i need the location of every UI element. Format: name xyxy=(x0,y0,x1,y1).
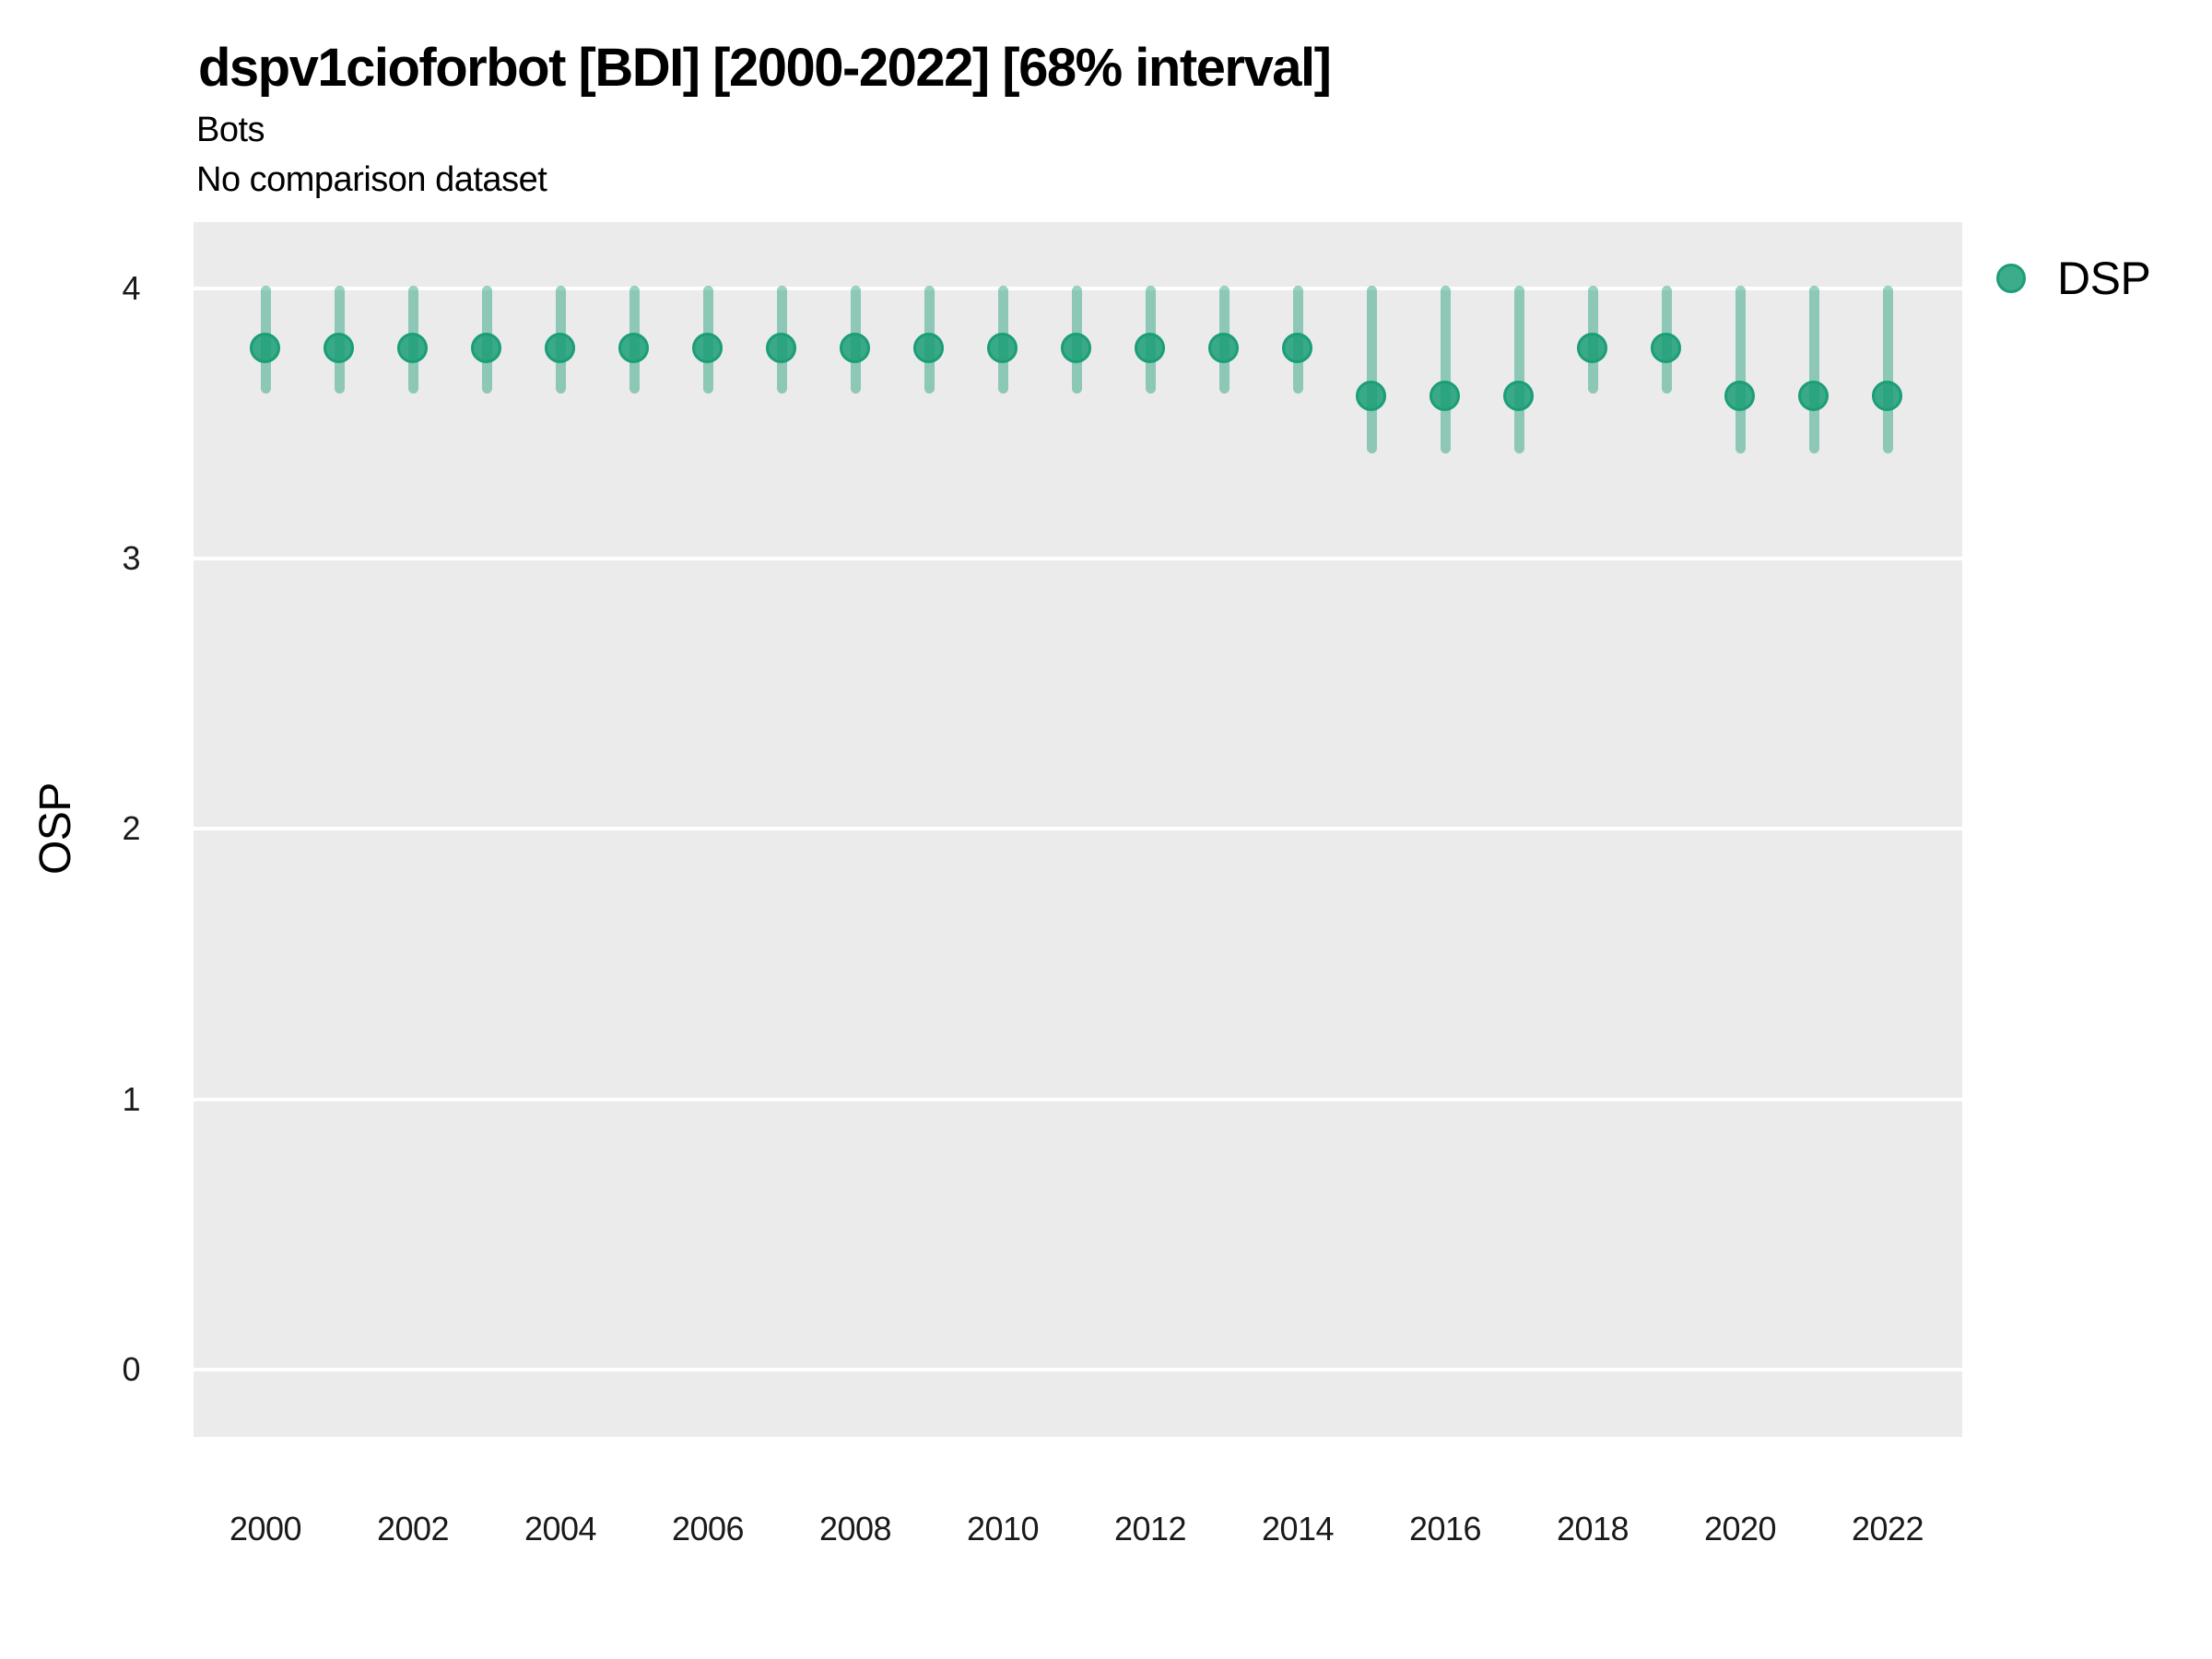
point-2017 xyxy=(1503,381,1534,412)
point-2003 xyxy=(471,332,501,363)
x-tick-label-2018: 2018 xyxy=(1556,1510,1630,1547)
point-2022 xyxy=(1872,381,1902,412)
point-2007 xyxy=(766,332,796,363)
point-2000 xyxy=(250,332,280,363)
point-2012 xyxy=(1135,332,1165,363)
point-2002 xyxy=(397,332,428,363)
chart-title: dspv1cioforbot [BDI] [2000-2022] [68% in… xyxy=(198,38,1332,98)
x-tick-label-2012: 2012 xyxy=(1113,1510,1187,1547)
y-tick-label-0: 0 xyxy=(122,1349,140,1388)
point-2005 xyxy=(618,332,649,363)
x-tick-label-2008: 2008 xyxy=(818,1510,892,1547)
y-tick-label-1: 1 xyxy=(122,1079,140,1118)
interval-bar-2022 xyxy=(1882,286,1893,453)
x-tick-label-2022: 2022 xyxy=(1851,1510,1924,1547)
x-tick-label-2006: 2006 xyxy=(671,1510,745,1547)
point-2009 xyxy=(913,332,944,363)
interval-bar-2021 xyxy=(1808,286,1819,453)
y-tick-label-4: 4 xyxy=(122,269,140,307)
gridline-y-1 xyxy=(194,1097,1962,1101)
x-tick-label-2000: 2000 xyxy=(229,1510,302,1547)
legend-label: DSP xyxy=(2057,253,2151,304)
y-tick-label-3: 3 xyxy=(122,539,140,578)
point-2021 xyxy=(1798,381,1829,412)
point-2014 xyxy=(1282,332,1312,363)
legend: DSP xyxy=(1996,253,2151,304)
point-2006 xyxy=(692,332,723,363)
gridline-y-4 xyxy=(194,287,1962,290)
x-tick-label-2014: 2014 xyxy=(1261,1510,1335,1547)
point-2013 xyxy=(1208,332,1239,363)
legend-point-icon xyxy=(1996,264,2026,293)
interval-bar-2020 xyxy=(1735,286,1746,453)
chart-subtitle: Bots xyxy=(196,111,265,149)
point-2020 xyxy=(1724,381,1755,412)
x-tick-label-2004: 2004 xyxy=(524,1510,597,1547)
point-2019 xyxy=(1651,332,1681,363)
y-tick-label-2: 2 xyxy=(122,809,140,848)
point-2016 xyxy=(1430,381,1460,412)
interval-bar-2017 xyxy=(1513,286,1524,453)
gridline-y-3 xyxy=(194,557,1962,561)
point-2010 xyxy=(987,332,1018,363)
point-2018 xyxy=(1577,332,1607,363)
interval-bar-2016 xyxy=(1440,286,1451,453)
x-tick-label-2016: 2016 xyxy=(1408,1510,1482,1547)
point-2004 xyxy=(545,332,575,363)
chart-note: No comparison dataset xyxy=(196,160,547,199)
point-2008 xyxy=(840,332,870,363)
gridline-y-0 xyxy=(194,1367,1962,1371)
point-2015 xyxy=(1356,381,1386,412)
point-2001 xyxy=(324,332,354,363)
x-tick-label-2010: 2010 xyxy=(966,1510,1040,1547)
x-tick-label-2002: 2002 xyxy=(376,1510,450,1547)
point-2011 xyxy=(1061,332,1091,363)
plot-panel xyxy=(194,222,1962,1437)
gridline-y-2 xyxy=(194,827,1962,831)
x-tick-label-2020: 2020 xyxy=(1703,1510,1777,1547)
interval-bar-2015 xyxy=(1366,286,1377,453)
